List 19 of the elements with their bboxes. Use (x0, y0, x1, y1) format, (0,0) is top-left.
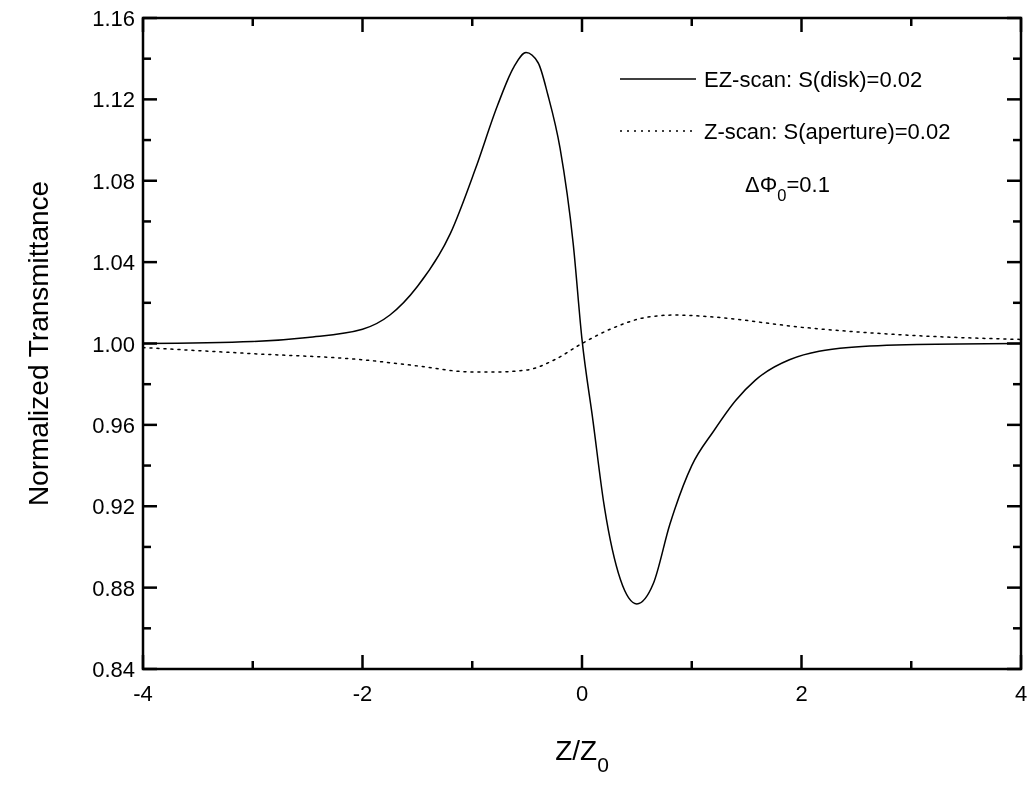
y-tick-label: 0.88 (92, 575, 135, 601)
legend-label: EZ-scan: S(disk)=0.02 (704, 67, 923, 92)
y-tick-label: 1.08 (92, 168, 135, 194)
y-tick-label: 0.96 (92, 412, 135, 438)
y-tick-label: 1.16 (92, 6, 135, 31)
annotation: ΔΦ$_{0}$=0.1 (745, 172, 830, 204)
x-tick-label: 4 (1014, 681, 1028, 706)
x-tick-label: -2 (352, 681, 373, 706)
x-axis-title: Z/Z$_{0}$ (555, 735, 609, 776)
x-tick-label: 2 (795, 681, 808, 706)
x-tick-label: 0 (575, 681, 589, 706)
y-tick-label: 0.84 (92, 657, 135, 682)
y-tick-label: 1.12 (92, 87, 135, 113)
x-tick-label: -4 (133, 681, 153, 706)
y-tick-label: 0.92 (92, 494, 135, 520)
legend-label: Z-scan: S(aperture)=0.02 (704, 119, 951, 144)
y-tick-label: 1.04 (92, 250, 135, 276)
y-axis-title: Normalized Transmittance (23, 180, 54, 507)
y-tick-label: 1.00 (92, 331, 135, 357)
